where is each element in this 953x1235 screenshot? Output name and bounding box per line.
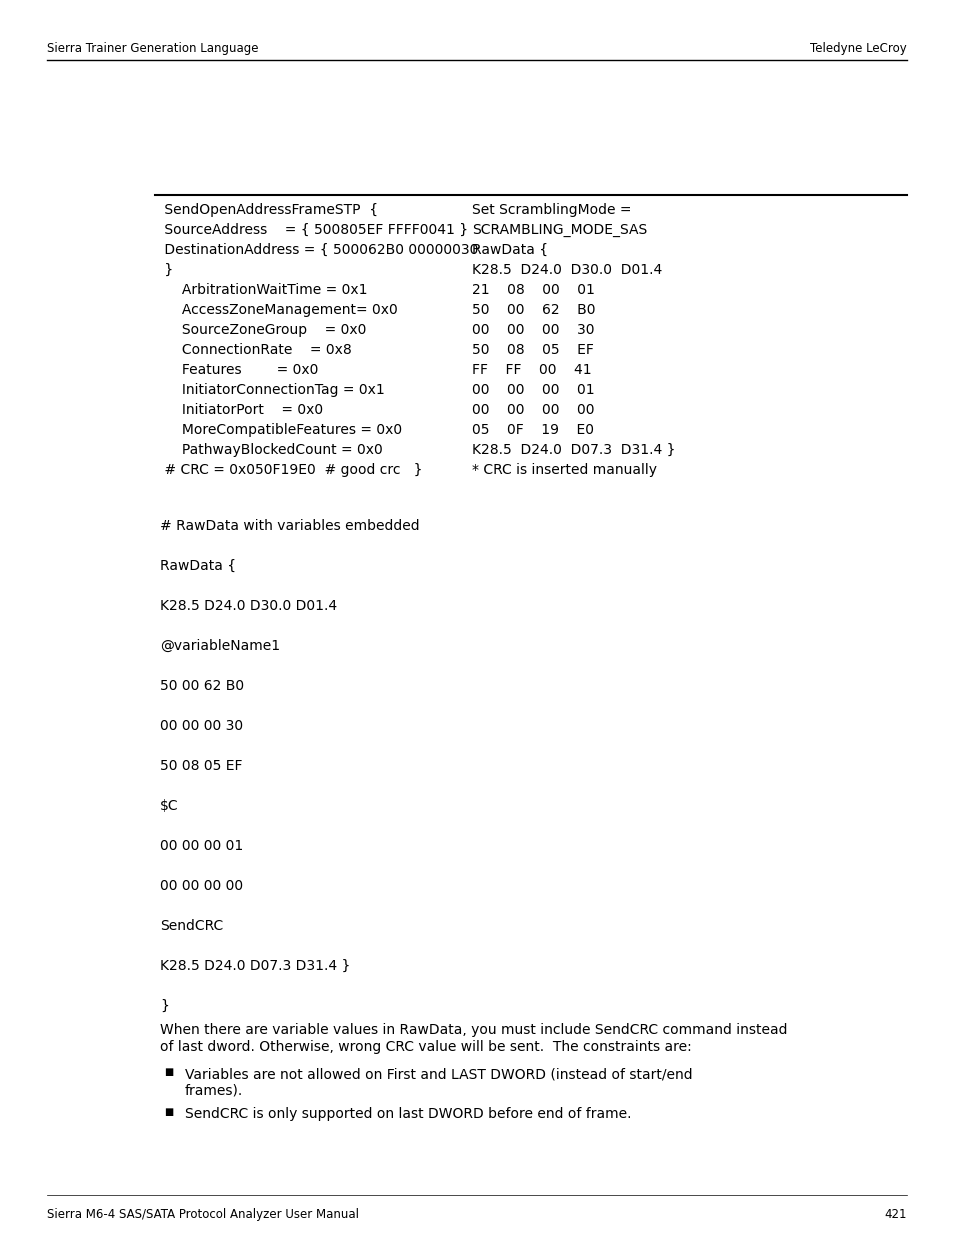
Text: @variableName1: @variableName1 (160, 638, 280, 653)
Text: InitiatorConnectionTag = 0x1: InitiatorConnectionTag = 0x1 (160, 383, 384, 396)
Text: ArbitrationWaitTime = 0x1: ArbitrationWaitTime = 0x1 (160, 283, 367, 296)
Text: Sierra M6-4 SAS/SATA Protocol Analyzer User Manual: Sierra M6-4 SAS/SATA Protocol Analyzer U… (47, 1208, 358, 1221)
Text: 00    00    00    30: 00 00 00 30 (472, 324, 594, 337)
Text: K28.5  D24.0  D30.0  D01.4: K28.5 D24.0 D30.0 D01.4 (472, 263, 661, 277)
Text: SendOpenAddressFrameSTP  {: SendOpenAddressFrameSTP { (160, 203, 377, 217)
Text: 50 00 62 B0: 50 00 62 B0 (160, 679, 244, 693)
Text: ■: ■ (164, 1107, 173, 1116)
Text: K28.5 D24.0 D30.0 D01.4: K28.5 D24.0 D30.0 D01.4 (160, 599, 336, 613)
Text: SourceAddress    = { 500805EF FFFF0041 }: SourceAddress = { 500805EF FFFF0041 } (160, 224, 468, 237)
Text: 421: 421 (883, 1208, 906, 1221)
Text: 00 00 00 00: 00 00 00 00 (160, 879, 243, 893)
Text: MoreCompatibleFeatures = 0x0: MoreCompatibleFeatures = 0x0 (160, 424, 402, 437)
Text: of last dword. Otherwise, wrong CRC value will be sent.  The constraints are:: of last dword. Otherwise, wrong CRC valu… (160, 1040, 691, 1053)
Text: 00    00    00    00: 00 00 00 00 (472, 403, 594, 417)
Text: DestinationAddress = { 500062B0 00000030: DestinationAddress = { 500062B0 00000030 (160, 243, 477, 257)
Text: Sierra Trainer Generation Language: Sierra Trainer Generation Language (47, 42, 258, 56)
Text: 00 00 00 30: 00 00 00 30 (160, 719, 243, 734)
Text: $C: $C (160, 799, 178, 813)
Text: When there are variable values in RawData, you must include SendCRC command inst: When there are variable values in RawDat… (160, 1023, 786, 1037)
Text: SendCRC: SendCRC (160, 919, 223, 932)
Text: 05    0F    19    E0: 05 0F 19 E0 (472, 424, 594, 437)
Text: 50    00    62    B0: 50 00 62 B0 (472, 303, 595, 317)
Text: SendCRC is only supported on last DWORD before end of frame.: SendCRC is only supported on last DWORD … (185, 1107, 631, 1121)
Text: frames).: frames). (185, 1084, 243, 1098)
Text: # RawData with variables embedded: # RawData with variables embedded (160, 519, 419, 534)
Text: PathwayBlockedCount = 0x0: PathwayBlockedCount = 0x0 (160, 443, 382, 457)
Text: * CRC is inserted manually: * CRC is inserted manually (472, 463, 657, 477)
Text: K28.5  D24.0  D07.3  D31.4 }: K28.5 D24.0 D07.3 D31.4 } (472, 443, 675, 457)
Text: ■: ■ (164, 1067, 173, 1077)
Text: Features        = 0x0: Features = 0x0 (160, 363, 318, 377)
Text: InitiatorPort    = 0x0: InitiatorPort = 0x0 (160, 403, 323, 417)
Text: K28.5 D24.0 D07.3 D31.4 }: K28.5 D24.0 D07.3 D31.4 } (160, 960, 350, 973)
Text: RawData {: RawData { (160, 559, 236, 573)
Text: Teledyne LeCroy: Teledyne LeCroy (809, 42, 906, 56)
Text: ConnectionRate    = 0x8: ConnectionRate = 0x8 (160, 343, 352, 357)
Text: 00    00    00    01: 00 00 00 01 (472, 383, 594, 396)
Text: 50 08 05 EF: 50 08 05 EF (160, 760, 242, 773)
Text: FF    FF    00    41: FF FF 00 41 (472, 363, 591, 377)
Text: }: } (160, 999, 169, 1013)
Text: Set ScramblingMode =: Set ScramblingMode = (472, 203, 631, 217)
Text: 21    08    00    01: 21 08 00 01 (472, 283, 595, 296)
Text: 50    08    05    EF: 50 08 05 EF (472, 343, 594, 357)
Text: RawData {: RawData { (472, 243, 548, 257)
Text: 00 00 00 01: 00 00 00 01 (160, 839, 243, 853)
Text: SCRAMBLING_MODE_SAS: SCRAMBLING_MODE_SAS (472, 224, 646, 237)
Text: Variables are not allowed on First and LAST DWORD (instead of start/end: Variables are not allowed on First and L… (185, 1067, 692, 1081)
Text: }: } (160, 263, 173, 277)
Text: AccessZoneManagement= 0x0: AccessZoneManagement= 0x0 (160, 303, 397, 317)
Text: # CRC = 0x050F19E0  # good crc   }: # CRC = 0x050F19E0 # good crc } (160, 463, 422, 477)
Text: SourceZoneGroup    = 0x0: SourceZoneGroup = 0x0 (160, 324, 366, 337)
